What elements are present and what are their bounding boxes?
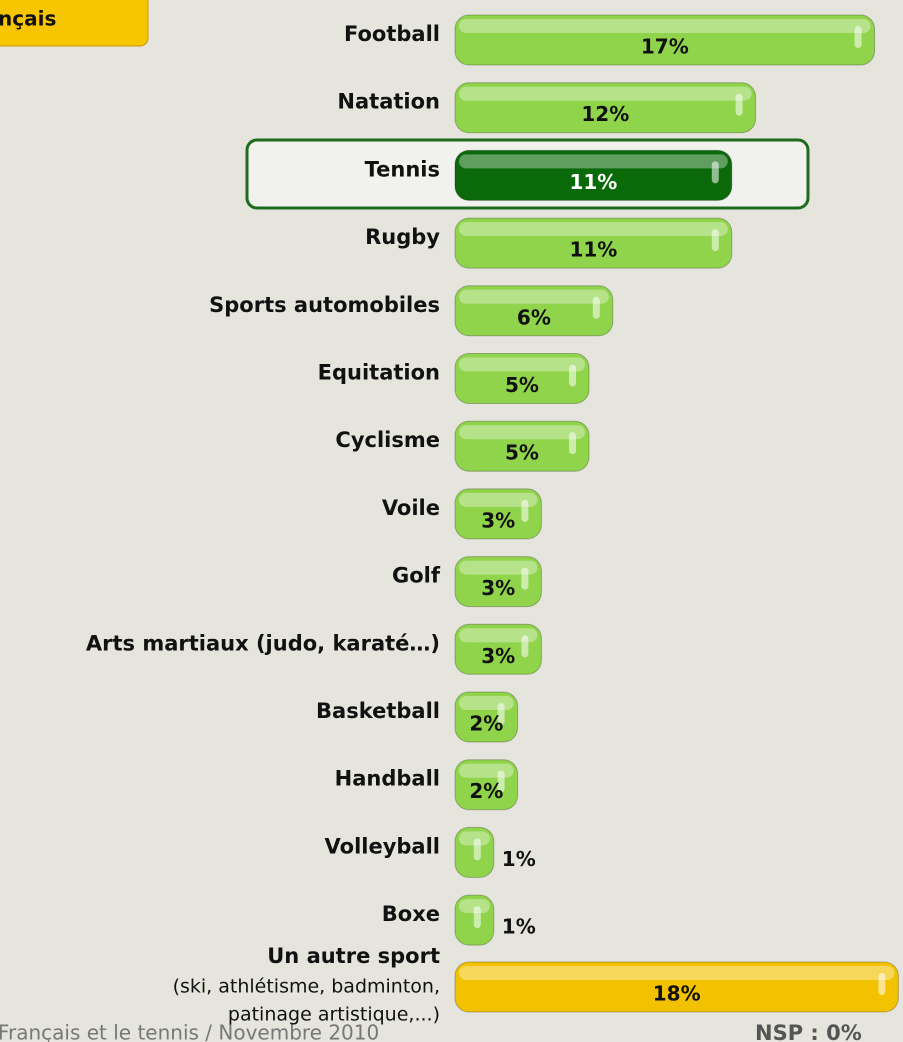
bar-highlight [497, 703, 505, 725]
bar-highlight [878, 973, 886, 995]
bar-shine [459, 19, 871, 33]
category-label: Cyclisme [335, 428, 440, 452]
bar-highlight [473, 906, 481, 929]
category-label: Rugby [365, 225, 440, 249]
bar [454, 961, 899, 1013]
bar-shine [459, 966, 895, 980]
category-label: Golf [392, 564, 441, 588]
bar-shine [459, 289, 609, 304]
bar-highlight [521, 567, 529, 590]
bar-highlight [735, 93, 743, 116]
bar-highlight [521, 635, 529, 658]
value-label: 2% [469, 712, 503, 736]
bar-shine [459, 560, 538, 575]
value-label: 5% [505, 441, 539, 465]
bar-highlight [854, 26, 862, 48]
category-label: Equitation [318, 361, 440, 385]
value-label: 1% [502, 915, 536, 939]
value-label: 3% [481, 644, 515, 668]
category-label: Volleyball [325, 834, 440, 858]
bar-highlight [569, 364, 576, 387]
bar-highlight [711, 229, 719, 252]
value-label: 5% [505, 373, 539, 397]
bar-shine [459, 696, 514, 710]
bar-highlight [521, 499, 529, 522]
bar-highlight [473, 838, 481, 861]
bar-shine [459, 763, 514, 778]
bar [454, 149, 733, 201]
bar [454, 82, 757, 134]
bar [454, 285, 614, 337]
bar-shine [459, 425, 585, 440]
category-label: Handball [335, 767, 440, 791]
bar-shine [459, 154, 728, 169]
bar [454, 14, 876, 66]
category-label: Sports automobiles [209, 293, 440, 317]
category-label: Football [344, 22, 440, 46]
nsp-label: NSP : 0% [755, 1021, 862, 1042]
value-label: 18% [653, 982, 701, 1006]
value-label: 11% [569, 238, 617, 262]
bar [454, 217, 733, 269]
category-label: Arts martiaux (judo, karaté…) [86, 631, 440, 655]
category-note: (ski, athlétisme, badminton, [173, 976, 440, 998]
badge [0, 0, 149, 47]
value-label: 1% [502, 847, 536, 871]
category-label: Boxe [382, 902, 440, 926]
bar [454, 353, 590, 404]
bar-highlight [711, 161, 719, 184]
bar [454, 420, 590, 472]
value-label: 11% [569, 170, 617, 194]
value-label: 2% [469, 779, 503, 803]
bar [454, 556, 542, 608]
bar-shine [459, 86, 752, 101]
category-note: patinage artistique,...) [228, 1004, 440, 1026]
bar-shine [459, 492, 538, 507]
value-label: 3% [481, 576, 515, 600]
bar-highlight [497, 770, 505, 793]
value-label: 12% [581, 102, 629, 126]
bar-shine [459, 357, 585, 372]
bar-highlight [569, 432, 576, 455]
category-label: Voile [382, 496, 440, 520]
category-label: Un autre sport [267, 944, 440, 968]
bar-shine [459, 831, 490, 846]
category-label: Basketball [316, 699, 440, 723]
bar-shine [459, 222, 728, 237]
footer: B16978 - Les Français et le tennis / Nov… [0, 1021, 379, 1042]
bar [454, 623, 542, 675]
category-label: Natation [337, 90, 440, 114]
bar [454, 488, 542, 540]
bar-shine [459, 899, 490, 914]
value-label: 3% [481, 508, 515, 532]
value-label: 17% [641, 35, 689, 59]
bar-shine [459, 628, 538, 643]
bar-highlight [592, 296, 600, 319]
value-label: 6% [517, 305, 551, 329]
category-label: Tennis [365, 157, 440, 181]
badge-text: nçais [0, 7, 56, 31]
